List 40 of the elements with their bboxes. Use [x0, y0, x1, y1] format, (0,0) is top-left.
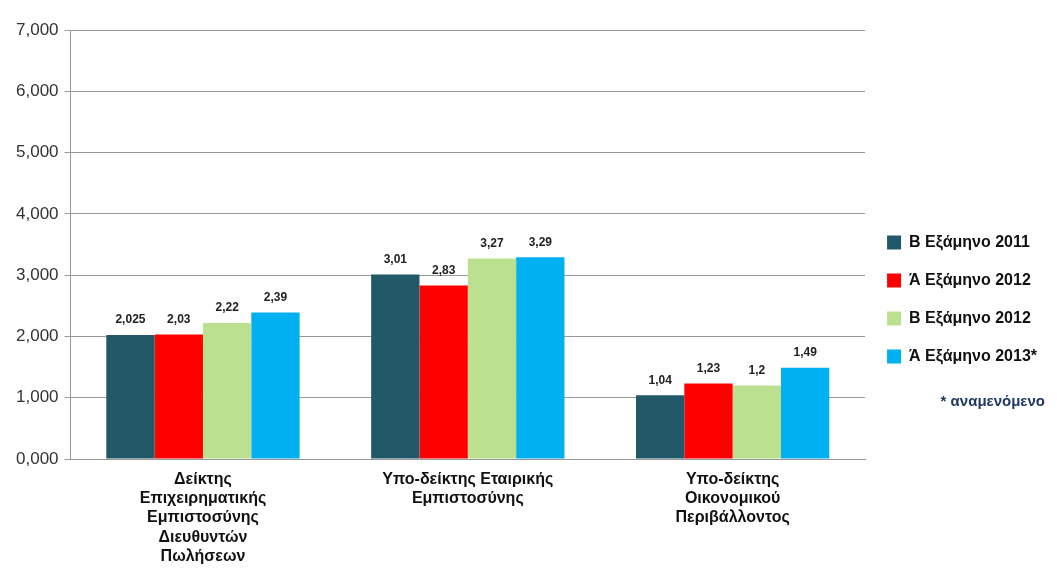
bar: [516, 257, 565, 459]
bar: [106, 334, 155, 459]
y-tick-label: 1,000: [15, 387, 59, 407]
bar: [684, 383, 733, 459]
y-tick-label: 4,000: [15, 203, 59, 223]
data-label: 1,2: [748, 362, 766, 377]
data-label: 2,22: [215, 300, 240, 315]
legend-label: Β Εξάμηνο 2011: [909, 232, 1030, 251]
x-tick-label: Υπο-δείκτης Οικονομικού Περιβάλλοντος: [675, 470, 790, 527]
data-label: 1,49: [793, 345, 818, 359]
legend-label: Β Εξάμηνο 2012: [909, 308, 1031, 327]
bar: [419, 285, 468, 459]
y-tick-label: 5,000: [15, 142, 59, 162]
bar: [732, 385, 781, 459]
y-tick-label: 7,000: [15, 19, 59, 39]
text: * αναμενόμενο: [940, 392, 1045, 410]
bar: [371, 274, 420, 459]
data-label: 1,04: [648, 372, 673, 387]
legend-label: Ά Εξάμηνο 2013*: [909, 346, 1038, 365]
data-label: 3,29: [528, 234, 553, 249]
data-label: 2,03: [167, 311, 191, 326]
data-label: 1,23: [696, 360, 721, 375]
bar: [780, 367, 830, 459]
y-tick-label: 0,000: [15, 448, 59, 468]
data-label: 3,01: [383, 251, 408, 266]
x-tick-label: Δείκτης Επιχειρηματικής Εμπιστοσύνης Διευθυντών Πωλήσεων: [139, 470, 267, 564]
data-label: 3,27: [480, 235, 504, 250]
bar: [154, 334, 203, 459]
bar: [635, 395, 685, 459]
y-tick-label: 2,000: [15, 326, 59, 346]
data-label: 2,025: [115, 312, 146, 327]
y-tick-label: 6,000: [15, 80, 59, 100]
legend-label: Ά Εξάμηνο 2012: [909, 270, 1031, 289]
bar: [467, 258, 517, 459]
data-label: 2,39: [263, 289, 288, 304]
bar: [202, 322, 252, 459]
y-tick-label: 3,000: [15, 264, 59, 284]
x-tick-label: Υπο-δείκτης Εταιρικής Εμπιστοσύνης: [382, 470, 554, 508]
bar: [251, 312, 300, 459]
data-label: 2,83: [431, 262, 456, 277]
